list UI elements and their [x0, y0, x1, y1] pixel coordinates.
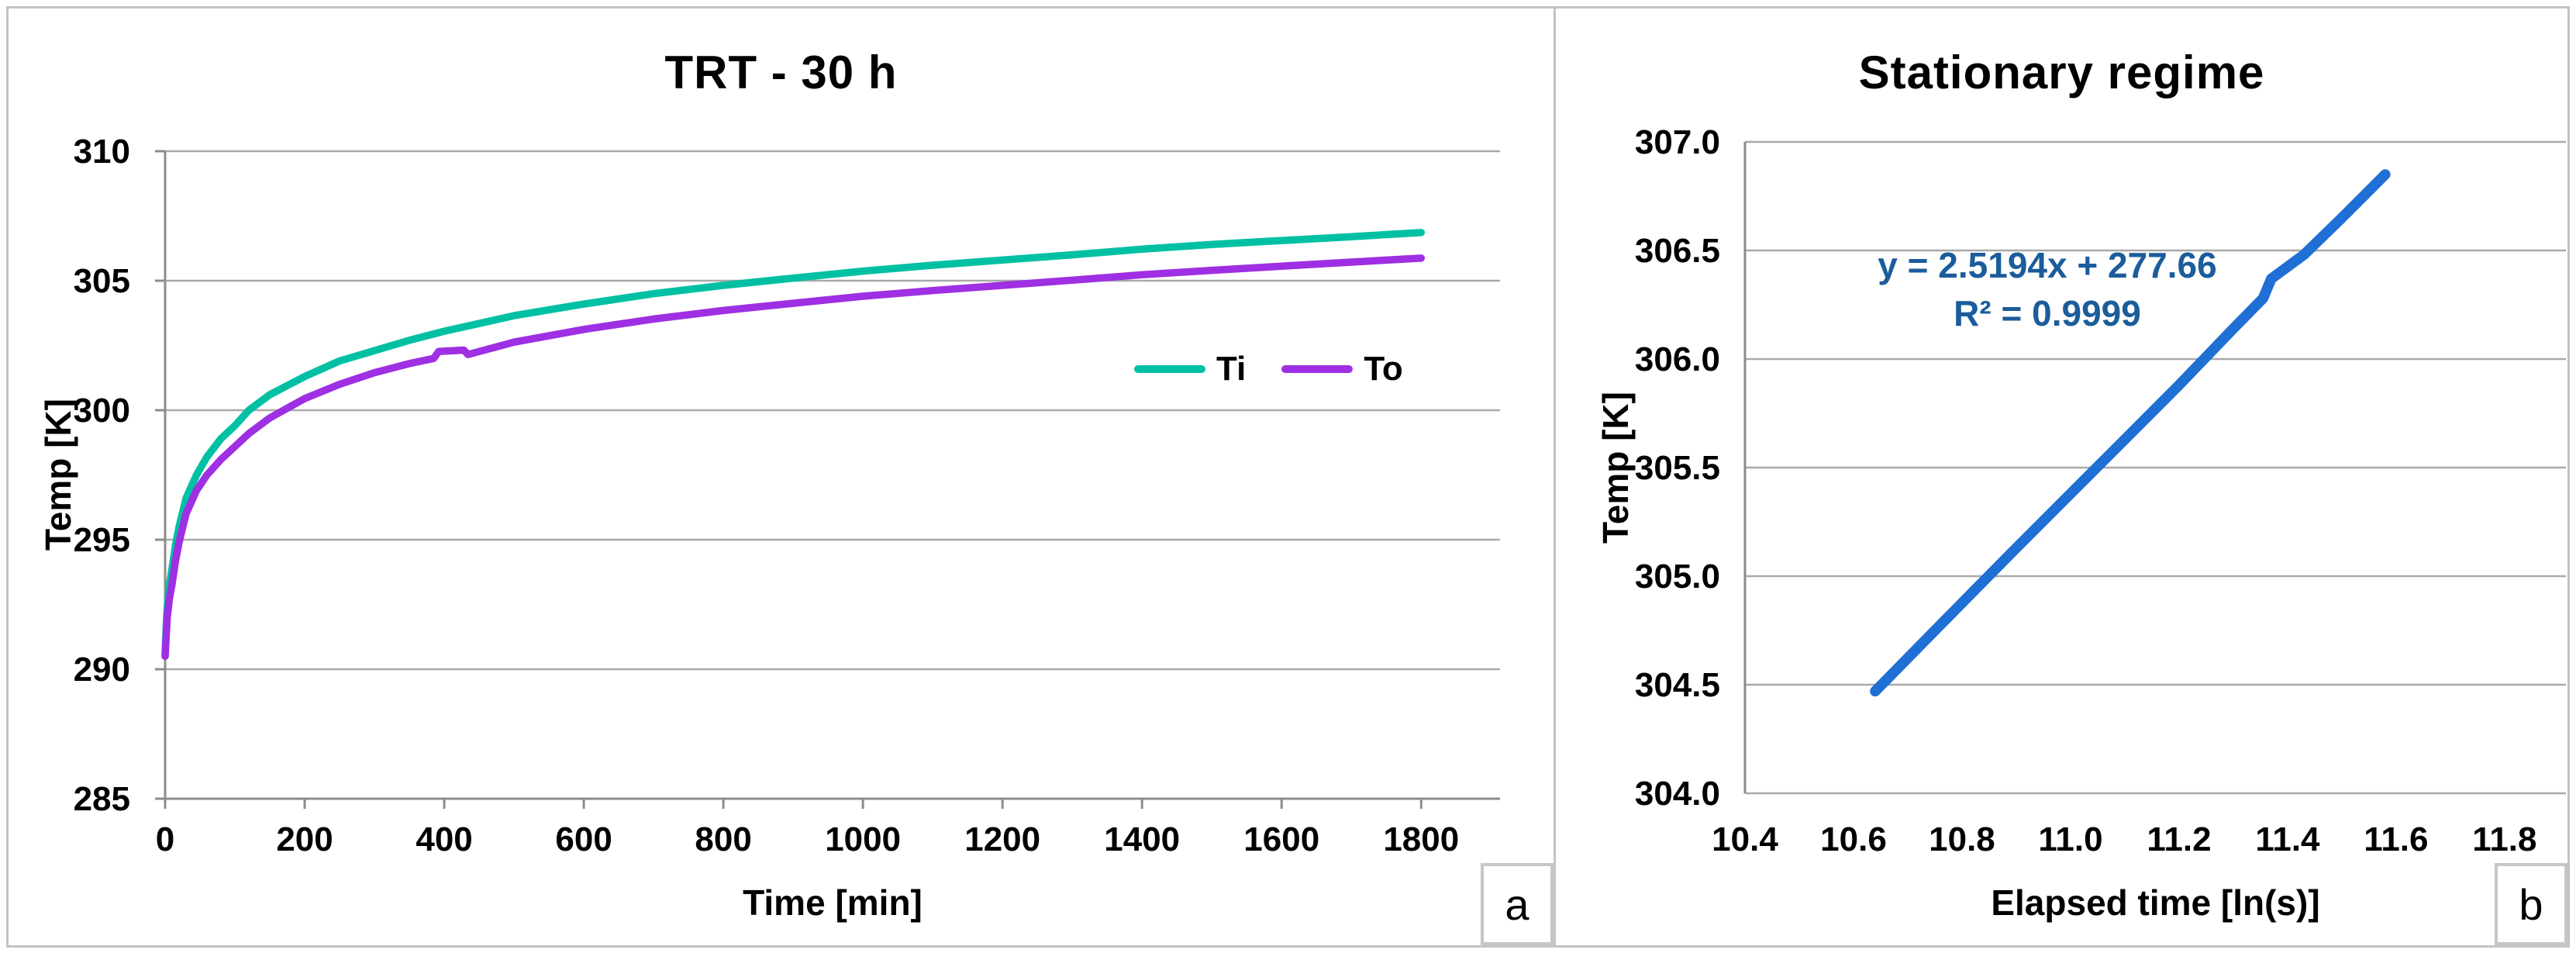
svg-text:1000: 1000 [825, 820, 901, 858]
svg-text:310: 310 [74, 133, 130, 171]
charts-canvas: 310 305 300 295 290 285 0 200 400 600 800 1000 1200 1… [74, 123, 2566, 858]
gridlines [1745, 140, 2566, 795]
legend-item-ti: Ti [1134, 350, 1246, 388]
x-tick-labels: 0 200 400 600 800 1000 1200 1400 1600 1800 [156, 820, 1459, 858]
legend-label-to: To [1364, 350, 1403, 388]
svg-text:304.5: 304.5 [1635, 666, 1720, 704]
svg-text:600: 600 [555, 820, 612, 858]
legend-item-to: To [1281, 350, 1403, 388]
panel-b-label: b [2519, 879, 2543, 929]
trendline-r-squared: R² = 0.9999 [1954, 293, 2141, 333]
svg-text:400: 400 [416, 820, 472, 858]
chart-a-y-axis-title: Temp [K] [38, 399, 78, 551]
svg-text:800: 800 [695, 820, 751, 858]
x-tick-labels: 10.4 10.6 10.8 11.0 11.2 11.4 11.6 11.8 [1712, 820, 2536, 858]
svg-text:1600: 1600 [1243, 820, 1319, 858]
panel-b-label-box: b [2495, 863, 2567, 945]
gridlines [165, 150, 1500, 800]
panel-divider [1554, 9, 1556, 945]
svg-text:306.0: 306.0 [1635, 340, 1720, 378]
svg-text:1200: 1200 [964, 820, 1040, 858]
svg-text:1400: 1400 [1104, 820, 1180, 858]
svg-text:290: 290 [74, 651, 130, 689]
chart-a-title: TRT - 30 h [664, 47, 898, 98]
panel-a-label: a [1505, 879, 1529, 929]
svg-text:305: 305 [74, 262, 130, 300]
svg-text:304.0: 304.0 [1635, 775, 1720, 813]
to-line-swatch [1281, 365, 1354, 373]
panel-a-label-box: a [1481, 863, 1554, 945]
series-line-Ti [161, 229, 1426, 661]
svg-text:11.0: 11.0 [2038, 820, 2102, 858]
svg-text:0: 0 [156, 820, 174, 858]
svg-text:11.8: 11.8 [2472, 820, 2536, 858]
chart-a-legend: Ti To [1134, 350, 1403, 388]
chart-b-x-axis-title: Elapsed time [ln(s)] [1991, 882, 2320, 923]
svg-text:295: 295 [74, 521, 130, 559]
trendline-equation-line1: y = 2.5194x + 277.66 [1878, 245, 2217, 285]
tick-marks [155, 150, 1422, 809]
svg-text:11.2: 11.2 [2147, 820, 2211, 858]
series-line-To [161, 254, 1426, 661]
svg-text:305.0: 305.0 [1635, 558, 1720, 596]
figure-frame: 310 305 300 295 290 285 0 200 400 600 800 1000 1200 1… [6, 6, 2570, 948]
chart-a-x-axis-title: Time [min] [743, 882, 922, 923]
svg-text:305.5: 305.5 [1635, 449, 1720, 487]
svg-text:10.6: 10.6 [1820, 820, 1887, 858]
svg-text:10.8: 10.8 [1929, 820, 1995, 858]
y-tick-labels: 310 305 300 295 290 285 [74, 133, 130, 818]
svg-text:285: 285 [74, 780, 130, 818]
ti-line-swatch [1134, 365, 1205, 373]
legend-label-ti: Ti [1216, 350, 1247, 388]
svg-text:307.0: 307.0 [1635, 123, 1720, 161]
svg-text:300: 300 [74, 392, 130, 430]
chart-b-title: Stationary regime [1858, 47, 2265, 98]
trendline-equation: y = 2.5194x + 277.66 R² = 0.9999 [1776, 241, 2319, 337]
chart-b-y-axis-title: Temp [K] [1595, 392, 1636, 544]
svg-text:306.5: 306.5 [1635, 232, 1720, 270]
y-tick-labels: 307.0 306.5 306.0 305.5 305.0 304.5 304.0 [1635, 123, 1720, 813]
svg-text:11.4: 11.4 [2255, 820, 2320, 858]
chart-a: 310 305 300 295 290 285 0 200 400 600 800 1000 1200 1… [74, 133, 1500, 858]
svg-text:1800: 1800 [1383, 820, 1459, 858]
svg-text:11.6: 11.6 [2364, 820, 2428, 858]
series-line-trend-0 [1870, 169, 2391, 697]
svg-text:200: 200 [276, 820, 333, 858]
svg-text:10.4: 10.4 [1712, 820, 1778, 858]
